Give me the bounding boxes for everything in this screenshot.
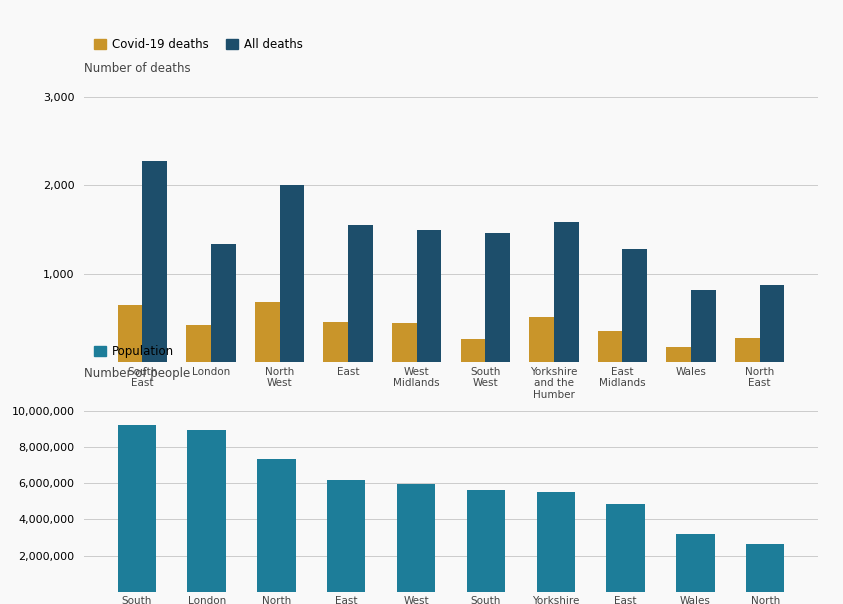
Bar xyxy=(416,230,442,362)
Bar xyxy=(257,459,296,592)
Bar xyxy=(760,285,784,362)
Bar xyxy=(676,535,715,592)
Legend: Population: Population xyxy=(89,341,179,363)
Bar xyxy=(691,290,716,362)
Bar xyxy=(392,323,416,362)
Bar xyxy=(460,339,486,362)
Bar xyxy=(554,222,578,362)
Bar xyxy=(186,325,211,362)
Bar xyxy=(598,330,622,362)
Text: Number of people: Number of people xyxy=(83,367,190,381)
Bar xyxy=(327,480,366,592)
Bar xyxy=(211,243,236,362)
Bar xyxy=(142,161,167,362)
Bar xyxy=(467,490,505,592)
Bar xyxy=(486,233,510,362)
Bar xyxy=(118,425,156,592)
Text: Number of deaths: Number of deaths xyxy=(83,62,191,75)
Bar xyxy=(536,492,575,592)
Bar xyxy=(280,185,304,362)
Bar xyxy=(118,305,142,362)
Bar xyxy=(187,430,226,592)
Bar xyxy=(348,225,373,362)
Bar xyxy=(397,484,435,592)
Bar xyxy=(324,322,348,362)
Bar xyxy=(622,249,647,362)
Bar xyxy=(606,504,645,592)
Bar xyxy=(666,347,691,362)
Bar xyxy=(746,544,784,592)
Bar xyxy=(529,317,554,362)
Bar xyxy=(255,302,280,362)
Bar xyxy=(735,338,760,362)
Legend: Covid-19 deaths, All deaths: Covid-19 deaths, All deaths xyxy=(89,33,308,56)
